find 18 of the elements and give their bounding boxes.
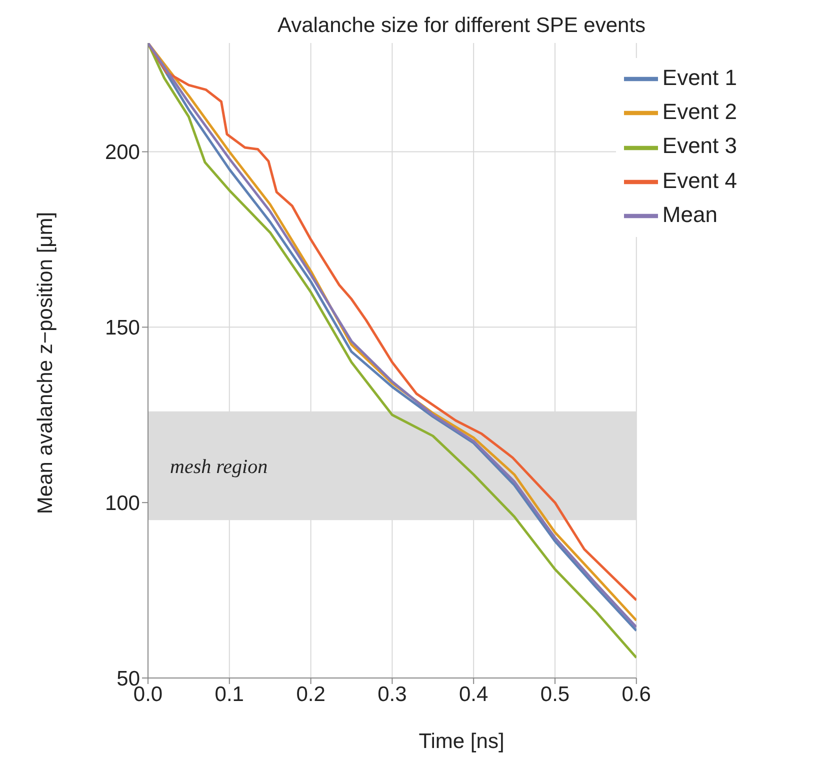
legend-label: Event 2 (662, 99, 737, 124)
x-tick-label: 0.2 (296, 682, 326, 706)
x-tick-label: 0.3 (378, 682, 407, 706)
legend-label: Event 4 (662, 168, 737, 193)
chart-title: Avalanche size for different SPE events (276, 14, 647, 38)
x-tick-label: 0.5 (540, 682, 570, 706)
y-axis-title: Mean avalanche z−position [μm] (34, 210, 58, 516)
legend-label: Event 3 (662, 133, 737, 158)
x-tick-label: 0.1 (214, 682, 244, 706)
y-tick-label: 150 (104, 316, 140, 340)
x-tick-label: 0.4 (458, 682, 489, 706)
x-tick-label: 0.6 (622, 682, 651, 706)
band-label: mesh region (170, 456, 268, 478)
legend-label: Mean (662, 202, 718, 227)
y-tick-label: 200 (104, 141, 140, 164)
legend-label: Event 1 (662, 65, 737, 90)
y-tick-label: 100 (104, 492, 140, 516)
x-axis-title: Time [ns] (418, 730, 506, 754)
